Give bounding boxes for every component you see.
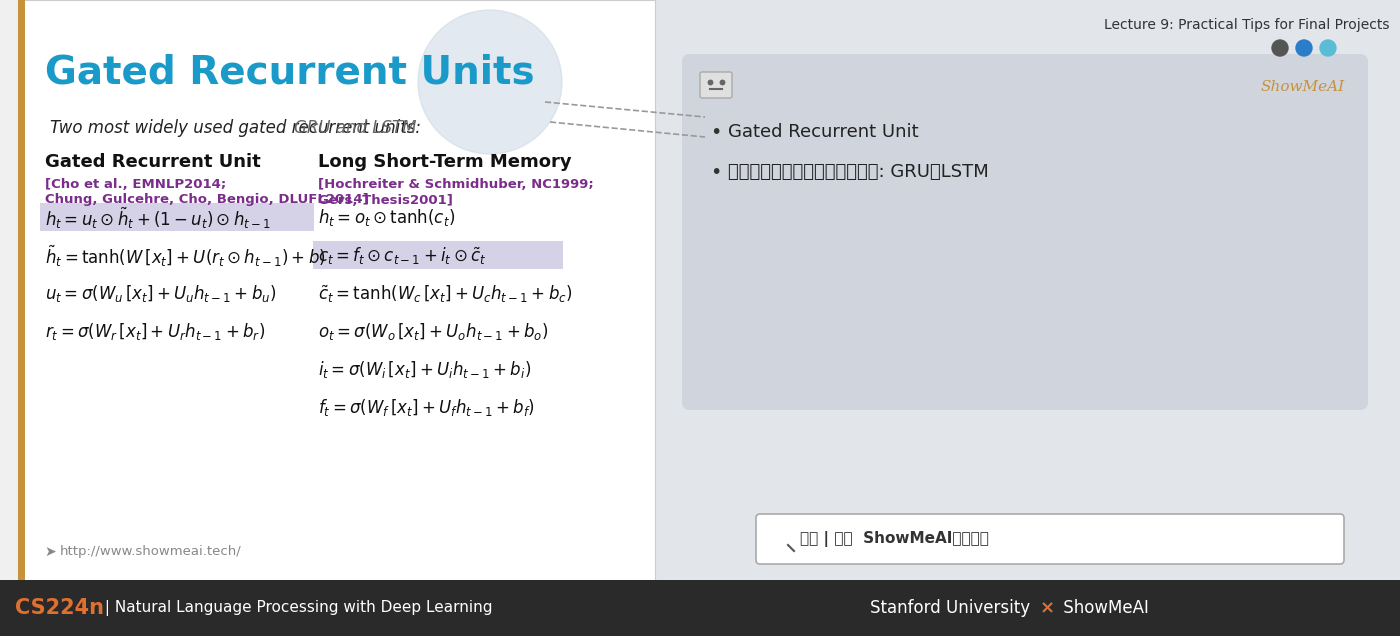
Text: Chung, Gulcehre, Cho, Bengio, DLUFL2014]: Chung, Gulcehre, Cho, Bengio, DLUFL2014] [45,193,368,207]
Text: | Natural Language Processing with Deep Learning: | Natural Language Processing with Deep … [99,600,493,616]
Text: ➤: ➤ [43,545,56,559]
Text: $f_t = \sigma(W_f\,[x_t] + U_f h_{t-1} + b_f)$: $f_t = \sigma(W_f\,[x_t] + U_f h_{t-1} +… [318,398,535,418]
Text: $\tilde{h}_t = \tanh(W\,[x_t] + U(r_t \odot h_{t-1}) + b)$: $\tilde{h}_t = \tanh(W\,[x_t] + U(r_t \o… [45,244,326,268]
Text: Gated Recurrent Unit: Gated Recurrent Unit [45,153,260,171]
Circle shape [1296,40,1312,56]
Text: ShowMeAI: ShowMeAI [1058,599,1149,617]
Text: Gated Recurrent Units: Gated Recurrent Units [45,53,535,91]
FancyBboxPatch shape [700,72,732,98]
FancyBboxPatch shape [314,241,563,269]
Text: $r_t = \sigma(W_r\,[x_t] + U_r h_{t-1} + b_r)$: $r_t = \sigma(W_r\,[x_t] + U_r h_{t-1} +… [45,322,265,343]
Text: Two most widely used gated recurrent units:: Two most widely used gated recurrent uni… [50,119,426,137]
FancyBboxPatch shape [655,0,1400,580]
Text: Stanford University: Stanford University [869,599,1036,617]
Text: Long Short-Term Memory: Long Short-Term Memory [318,153,571,171]
Text: [Cho et al., EMNLP2014;: [Cho et al., EMNLP2014; [45,177,227,191]
Text: Lecture 9: Practical Tips for Final Projects: Lecture 9: Practical Tips for Final Proj… [1105,18,1390,32]
Text: ×: × [1040,599,1056,617]
Text: [Hochreiter & Schmidhuber, NC1999;: [Hochreiter & Schmidhuber, NC1999; [318,177,594,191]
Circle shape [1273,40,1288,56]
Text: $i_t = \sigma(W_i\,[x_t] + U_i h_{t-1} + b_i)$: $i_t = \sigma(W_i\,[x_t] + U_i h_{t-1} +… [318,359,531,380]
FancyBboxPatch shape [756,514,1344,564]
FancyBboxPatch shape [682,54,1368,410]
Text: $u_t = \sigma(W_u\,[x_t] + U_u h_{t-1} + b_u)$: $u_t = \sigma(W_u\,[x_t] + U_u h_{t-1} +… [45,284,277,305]
Circle shape [1320,40,1336,56]
Text: 搜索 | 微信  ShowMeAI研究中心: 搜索 | 微信 ShowMeAI研究中心 [799,531,988,547]
Text: CS224n: CS224n [15,598,104,618]
Text: http://www.showmeai.tech/: http://www.showmeai.tech/ [60,546,242,558]
Text: $\tilde{c}_t = \tanh(W_c\,[x_t] + U_c h_{t-1} + b_c)$: $\tilde{c}_t = \tanh(W_c\,[x_t] + U_c h_… [318,284,573,305]
Text: $h_t = o_t \odot \tanh(c_t)$: $h_t = o_t \odot \tanh(c_t)$ [318,207,455,228]
FancyBboxPatch shape [18,0,655,580]
Text: GRU and LSTM: GRU and LSTM [294,119,417,137]
Text: •: • [710,163,721,181]
Text: •: • [710,123,721,141]
FancyBboxPatch shape [41,203,314,231]
Text: ShowMeAI: ShowMeAI [1261,80,1345,94]
Text: 两个最广泛使用的门控循环单位: GRU和LSTM: 两个最广泛使用的门控循环单位: GRU和LSTM [728,163,988,181]
FancyBboxPatch shape [0,580,1400,636]
Circle shape [419,10,561,154]
Text: Gers, Thesis2001]: Gers, Thesis2001] [318,193,452,207]
Text: Gated Recurrent Unit: Gated Recurrent Unit [728,123,918,141]
Text: $o_t = \sigma(W_o\,[x_t] + U_o h_{t-1} + b_o)$: $o_t = \sigma(W_o\,[x_t] + U_o h_{t-1} +… [318,322,549,343]
FancyBboxPatch shape [18,0,25,580]
Text: $h_t = u_t \odot \tilde{h}_t + (1 - u_t) \odot h_{t-1}$: $h_t = u_t \odot \tilde{h}_t + (1 - u_t)… [45,205,272,231]
Text: $c_t = f_t \odot c_{t-1} + i_t \odot \tilde{c}_t$: $c_t = f_t \odot c_{t-1} + i_t \odot \ti… [318,245,487,266]
